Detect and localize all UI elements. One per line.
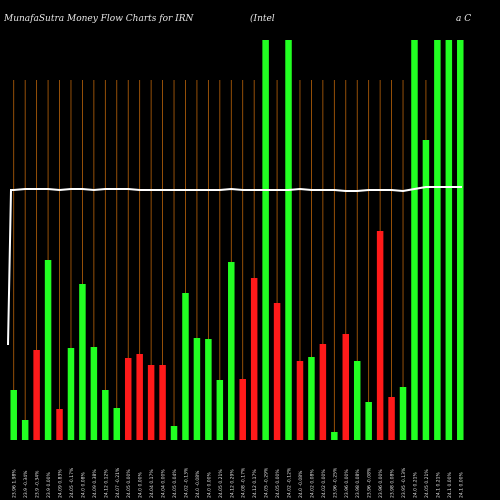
flow-bar — [308, 357, 315, 440]
x-tick-label: 23.96 1.98% — [12, 469, 18, 498]
x-tick-label: 23.95 -0.13% — [401, 467, 407, 498]
flow-bar — [411, 40, 418, 440]
flow-bar — [296, 361, 304, 440]
flow-bar — [388, 397, 395, 440]
flow-bar — [422, 140, 430, 440]
x-tick-label: 24.12 0.17% — [252, 469, 258, 498]
x-tick-label: 24.09 0.83% — [58, 469, 64, 498]
flow-bar — [216, 380, 224, 440]
flow-bar — [147, 365, 155, 440]
flow-bar — [445, 40, 453, 440]
flow-bar — [124, 358, 132, 440]
flow-bar — [250, 278, 258, 440]
x-tick-label: 24.05 0.04% — [172, 469, 178, 498]
flow-bar — [136, 354, 143, 440]
flow-bar — [319, 344, 327, 440]
x-tick-label: 24.0 0.00% — [206, 472, 212, 498]
flow-bar — [10, 390, 17, 440]
flow-bar — [239, 379, 246, 440]
flow-bar — [399, 387, 407, 440]
flow-bar — [273, 303, 281, 440]
x-tick-label: 24.0 0.21% — [412, 472, 418, 498]
flow-bar — [342, 334, 350, 440]
flow-bar — [79, 284, 86, 440]
x-tick-label: 24.0 0.08% — [80, 472, 86, 498]
flow-bar — [182, 293, 189, 440]
x-tick-label: 24.04 0.17% — [149, 469, 155, 498]
x-tick-label: 24.02 0.08% — [309, 469, 315, 498]
x-tick-label: 24.05 0.00% — [126, 469, 132, 498]
flow-bar — [262, 40, 269, 440]
flow-bar — [113, 408, 121, 440]
flow-bar — [434, 40, 441, 440]
x-tick-label: 24.08 -0.17% — [241, 467, 247, 498]
x-tick-label: 24.1 0.00% — [458, 472, 464, 498]
flow-bar — [33, 350, 40, 440]
x-tick-label: 23.96 -0.25% — [332, 467, 338, 498]
flow-bar — [56, 409, 63, 440]
x-tick-label: 24.05 -0.29% — [264, 467, 270, 498]
x-tick-label: 24.1 0.00% — [447, 472, 453, 498]
x-tick-label: 23.98 0.08% — [355, 469, 361, 498]
x-tick-label: 24.05 0.00% — [275, 469, 281, 498]
x-tick-label: 24.02 0.00% — [321, 469, 327, 498]
flow-bar — [170, 426, 178, 440]
flow-bar — [205, 339, 212, 440]
x-tick-label: 24.07 -0.21% — [115, 467, 121, 498]
flow-bar — [90, 347, 98, 440]
x-tick-label: 24.12 0.29% — [229, 469, 235, 498]
money-flow-line — [7, 186, 462, 346]
flow-bar — [193, 338, 201, 440]
x-tick-label: 24.02 -0.12% — [287, 467, 293, 498]
x-tick-label: 24.12 0.12% — [103, 469, 109, 498]
chart-subtitle: (Intel — [250, 14, 275, 24]
flow-bar — [331, 432, 338, 440]
x-tick-label: 23.96 0.00% — [378, 469, 384, 498]
x-tick-label: 24.04 0.00% — [161, 469, 167, 498]
x-tick-label: 23.96 0.00% — [344, 469, 350, 498]
flow-bar — [159, 365, 166, 440]
x-tick-label: 24.02 -0.13% — [183, 467, 189, 498]
x-tick-label: 23.9 0.00% — [46, 472, 52, 498]
chart-header: MunafaSutra Money Flow Charts for IRN (I… — [4, 4, 496, 26]
flow-bar — [457, 40, 464, 440]
x-tick-label: 23.98 0.08% — [390, 469, 396, 498]
flow-bar — [353, 361, 361, 440]
chart-title: MunafaSutra Money Flow Charts for IRN — [4, 14, 194, 24]
chart-header-right: a C — [456, 14, 472, 24]
x-tick-label: 23.9 -0.34% — [35, 470, 41, 498]
flow-bar — [365, 402, 372, 440]
x-tick-label: 24.05 0.21% — [424, 469, 430, 498]
x-tick-label: 24.05 -0.17% — [69, 467, 75, 498]
x-tick-label: 24.0 0.00% — [138, 472, 144, 498]
flow-bar — [376, 231, 384, 440]
flow-bar — [228, 262, 235, 440]
flow-bar — [44, 260, 52, 440]
x-tick-label: 23.9 -0.34% — [23, 470, 29, 498]
x-tick-label: 24.05 0.21% — [218, 469, 224, 498]
flow-bar — [67, 348, 75, 440]
x-tick-label: 24.09 0.38% — [92, 469, 98, 498]
x-tick-label: 24.0 -0.08% — [195, 470, 201, 498]
flow-bar — [21, 420, 29, 440]
flow-bar — [102, 390, 109, 440]
x-tick-label: 24.0 -0.08% — [298, 470, 304, 498]
flow-bar — [285, 40, 292, 440]
x-tick-label: 23.96 -0.08% — [367, 467, 373, 498]
x-tick-label: 24.1 0.21% — [435, 472, 441, 498]
